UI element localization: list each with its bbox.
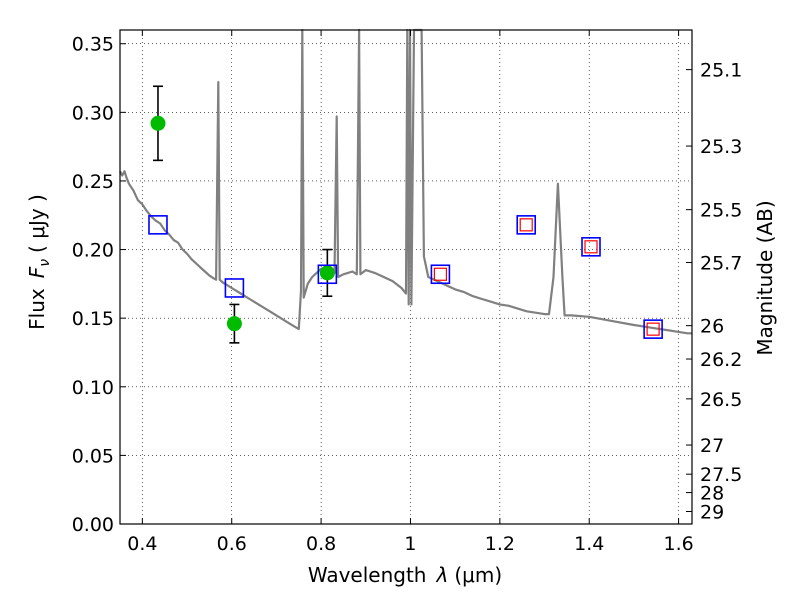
y2-tick-label: 27 [700,435,724,457]
model-photometry-points [148,215,663,339]
model-photometry-inner-square [519,218,533,232]
model-photometry-square [581,237,601,257]
y-tick-label: 0.30 [72,102,114,124]
model-photometry-square [224,278,245,298]
y-axis-ticks: 0.00 0.05 0.10 0.15 0.20 0.25 0.30 0.35 [72,34,126,536]
y2-tick-label: 29 [700,501,724,523]
y-axis-label-prefix: Flux [25,288,49,330]
x-tick-label: 1.6 [663,533,693,555]
x-tick-label: 0.4 [127,533,157,555]
model-spectrum-line [119,28,692,335]
model-photometry-square [643,319,663,339]
y2-tick-label: 25.5 [700,200,742,222]
model-photometry-square [148,215,168,235]
x-axis-label-symbol: λ [436,563,449,587]
y2-tick-label: 26.5 [700,389,742,411]
y-axis-label-subscript: ν [37,259,53,267]
y-tick-label: 0.15 [72,308,114,330]
x-axis-label: Wavelength λ (μm) [308,563,502,587]
x-tick-label: 0.6 [217,533,247,555]
x-tick-label: 1.4 [574,533,604,555]
y-axis-label: Flux Fν ( μJy ) [25,194,53,330]
y2-tick-label: 28 [700,483,724,505]
observed-points [150,115,335,332]
model-photometry-square [516,215,537,235]
y-tick-label: 0.25 [72,171,114,193]
observed-point [150,115,166,131]
y-tick-label: 0.10 [72,377,114,399]
y-axis-label-unit: ( μJy ) [25,194,49,253]
y-tick-label: 0.05 [72,445,114,467]
model-spectrum [119,28,692,335]
y-tick-label: 0.35 [72,34,114,56]
y2-tick-label: 26 [700,316,724,338]
y2-tick-label: 27.5 [700,464,742,486]
observed-point [319,265,335,281]
observed-point [226,316,242,332]
model-photometry-square [317,264,338,285]
model-photometry-square [430,264,451,285]
x-tick-label: 0.8 [306,533,336,555]
y-axis-label-symbol: F [25,266,49,278]
x-tick-label: 1.2 [485,533,515,555]
y-tick-label: 0.00 [72,514,114,536]
x-axis-ticks: 0.4 0.6 0.8 1 1.2 1.4 1.6 [127,30,694,555]
model-photometry-inner-square [433,267,448,281]
model-photometry-inner-square [584,240,598,254]
y2-tick-label: 25.7 [700,253,742,275]
x-tick-label: 1 [404,533,416,555]
x-axis-label-prefix: Wavelength [308,563,427,587]
model-photometry-inner-square [646,322,660,336]
x-axis-label-unit: (μm) [454,563,502,587]
y-tick-label: 0.20 [72,240,114,262]
y2-axis-label: Magnitude (AB) [753,200,777,355]
y2-tick-label: 25.3 [700,136,742,158]
y2-tick-label: 26.2 [700,349,742,371]
y2-tick-label: 25.1 [700,60,742,82]
plot-frame [119,29,693,525]
